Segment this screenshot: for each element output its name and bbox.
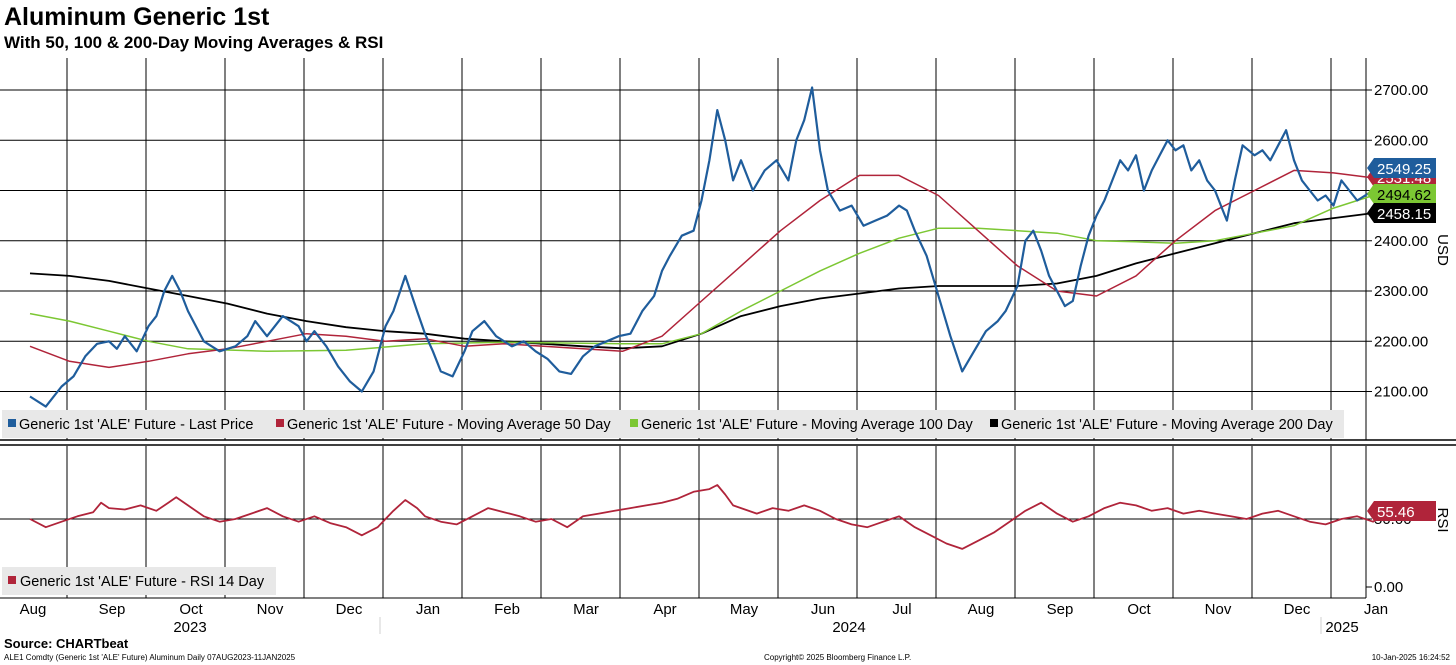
- rsi-value-tag-text: 55.46: [1377, 504, 1415, 521]
- x-tick-label: Aug: [20, 601, 47, 618]
- x-tick-label: Jun: [811, 601, 835, 618]
- ma200-value-tag-box: [1374, 203, 1436, 223]
- rsi-value-tag-pointer: [1367, 501, 1374, 521]
- price-legend: Generic 1st 'ALE' Future - Last Price Gen…: [2, 410, 1344, 438]
- x-tick-label: Oct: [179, 601, 203, 618]
- rsi-line: [29, 484, 1390, 550]
- timestamp: 10-Jan-2025 16:24:52: [1371, 653, 1450, 662]
- x-tick-label: Dec: [1284, 601, 1311, 618]
- last-price-value-tag-pointer: [1367, 158, 1374, 178]
- chart-title: Aluminum Generic 1st: [4, 3, 270, 31]
- legend-label: Generic 1st 'ALE' Future - Moving Averag…: [641, 417, 973, 433]
- panel-gap: [0, 440, 1456, 446]
- legend-swatch: [8, 419, 16, 427]
- x-tick-label: Sep: [99, 601, 126, 618]
- x-tick-label: May: [730, 601, 759, 618]
- last-price-value-tag-box: [1374, 158, 1436, 178]
- last-price-value-tag-text: 2549.25: [1377, 161, 1431, 178]
- source-note: Source: CHARTbeat: [4, 636, 129, 651]
- ticker-info: ALE1 Comdty (Generic 1st 'ALE' Future) A…: [4, 653, 296, 662]
- legend-label: Generic 1st 'ALE' Future - RSI 14 Day: [20, 574, 265, 590]
- legend-swatch: [630, 419, 638, 427]
- year-label: 2024: [832, 619, 865, 636]
- legend-label: Generic 1st 'ALE' Future - Moving Averag…: [1001, 417, 1333, 433]
- ma200-value-tag: 2458.15: [1367, 203, 1436, 223]
- rsi-axis-title: RSI: [1434, 507, 1451, 532]
- copyright-note: Copyright© 2025 Bloomberg Finance L.P.: [764, 653, 912, 662]
- x-tick-label: Dec: [336, 601, 363, 618]
- chart-subtitle: With 50, 100 & 200-Day Moving Averages &…: [4, 33, 384, 52]
- ma100-value-tag: 2494.62: [1367, 184, 1436, 204]
- price-tick-label: 2700.00: [1374, 82, 1428, 99]
- price-tick-label: 2300.00: [1374, 283, 1428, 300]
- ma100-line: [29, 192, 1389, 353]
- year-label: 2025: [1325, 619, 1358, 636]
- x-tick-label: Jan: [416, 601, 440, 618]
- legend-swatch: [276, 419, 284, 427]
- x-tick-label: Jan: [1364, 601, 1388, 618]
- x-tick-label: Aug: [968, 601, 995, 618]
- rsi-tick-label: 0.00: [1374, 579, 1403, 596]
- legend-swatch: [8, 576, 16, 584]
- last-price-value-tag: 2549.25: [1367, 158, 1436, 178]
- price-tick-label: 2400.00: [1374, 233, 1428, 250]
- rsi-value-tag-box: [1374, 501, 1436, 521]
- rsi-legend-bg: [2, 567, 276, 595]
- rsi-value-tag: 55.46: [1367, 501, 1436, 521]
- x-tick-label: Nov: [1205, 601, 1232, 618]
- ma200-line: [29, 210, 1389, 350]
- price-legend-bg: [2, 410, 1344, 438]
- last-price-line: [29, 86, 1390, 408]
- x-tick-label: Jul: [892, 601, 911, 618]
- ma100-value-tag-pointer: [1367, 184, 1374, 204]
- ma100-value-tag-text: 2494.62: [1377, 187, 1431, 204]
- x-tick-label: Nov: [257, 601, 284, 618]
- price-axis-title: USD: [1434, 234, 1451, 266]
- ma200-value-tag-pointer: [1367, 203, 1374, 223]
- ma200-value-tag-text: 2458.15: [1377, 206, 1431, 223]
- legend-label: Generic 1st 'ALE' Future - Moving Averag…: [287, 417, 611, 433]
- price-tick-label: 2100.00: [1374, 384, 1428, 401]
- x-tick-label: Mar: [573, 601, 599, 618]
- x-tick-label: Sep: [1047, 601, 1074, 618]
- ma100-value-tag-box: [1374, 184, 1436, 204]
- price-tick-label: 2200.00: [1374, 333, 1428, 350]
- year-label: 2023: [173, 619, 206, 636]
- legend-label: Generic 1st 'ALE' Future - Last Price: [19, 417, 253, 433]
- x-tick-label: Feb: [494, 601, 520, 618]
- x-tick-label: Apr: [653, 601, 676, 618]
- ma50-line: [29, 169, 1389, 369]
- price-tick-label: 2600.00: [1374, 132, 1428, 149]
- legend-swatch: [990, 419, 998, 427]
- rsi-legend: Generic 1st 'ALE' Future - RSI 14 Day: [2, 567, 276, 595]
- x-tick-label: Oct: [1127, 601, 1151, 618]
